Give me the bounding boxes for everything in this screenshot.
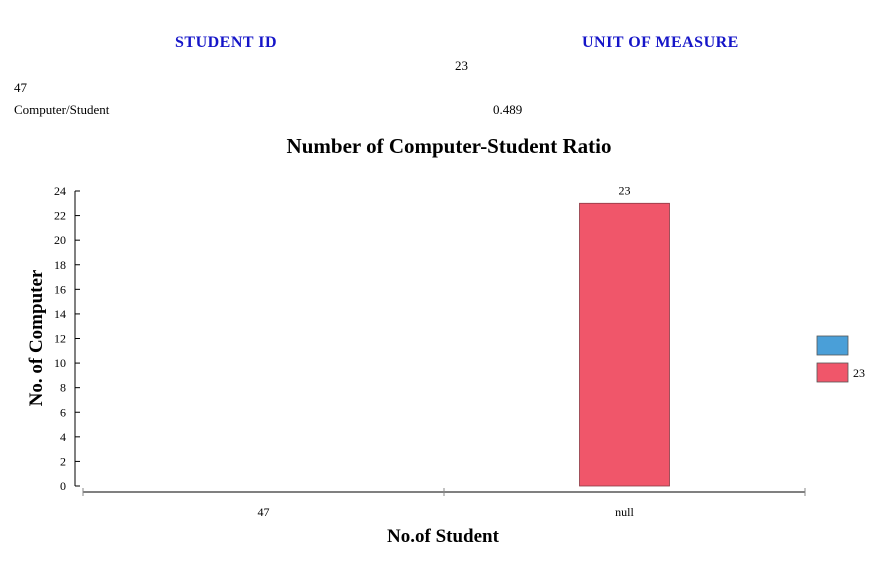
legend-swatch (816, 335, 849, 356)
chart-title: Number of Computer-Student Ratio (286, 134, 612, 158)
legend-label: 23 (853, 366, 865, 380)
table-cell-ratio: 0.489 (493, 102, 523, 117)
y-tick-label: 20 (54, 233, 66, 247)
x-tick-label: null (615, 505, 634, 519)
y-tick-label: 22 (54, 209, 66, 223)
y-tick-label: 6 (60, 405, 66, 419)
legend-swatch (816, 362, 849, 383)
student-id-header: STUDENT ID (175, 34, 278, 51)
y-tick-label: 0 (60, 479, 66, 493)
table-cell-unit: Computer/Student (14, 102, 110, 117)
y-tick-label: 8 (60, 381, 66, 395)
x-axis-title: No.of Student (387, 526, 500, 547)
y-tick-label: 12 (54, 332, 66, 346)
y-tick-label: 24 (54, 184, 66, 198)
y-tick-label: 2 (60, 454, 66, 468)
y-axis-title: No. of Computer (26, 269, 47, 406)
y-tick-label: 10 (54, 356, 66, 370)
y-tick-label: 16 (54, 282, 66, 296)
unit-of-measure-header: UNIT OF MEASURE (582, 34, 739, 51)
bar-null (579, 202, 670, 487)
table-cell-student-id: 23 (455, 58, 468, 73)
y-tick-label: 18 (54, 258, 66, 272)
y-tick-label: 14 (54, 307, 66, 321)
x-tick-label: 47 (258, 505, 270, 519)
y-tick-label: 4 (60, 430, 66, 444)
table-cell-student-count: 47 (14, 80, 27, 95)
bar-data-label: 23 (619, 183, 631, 197)
